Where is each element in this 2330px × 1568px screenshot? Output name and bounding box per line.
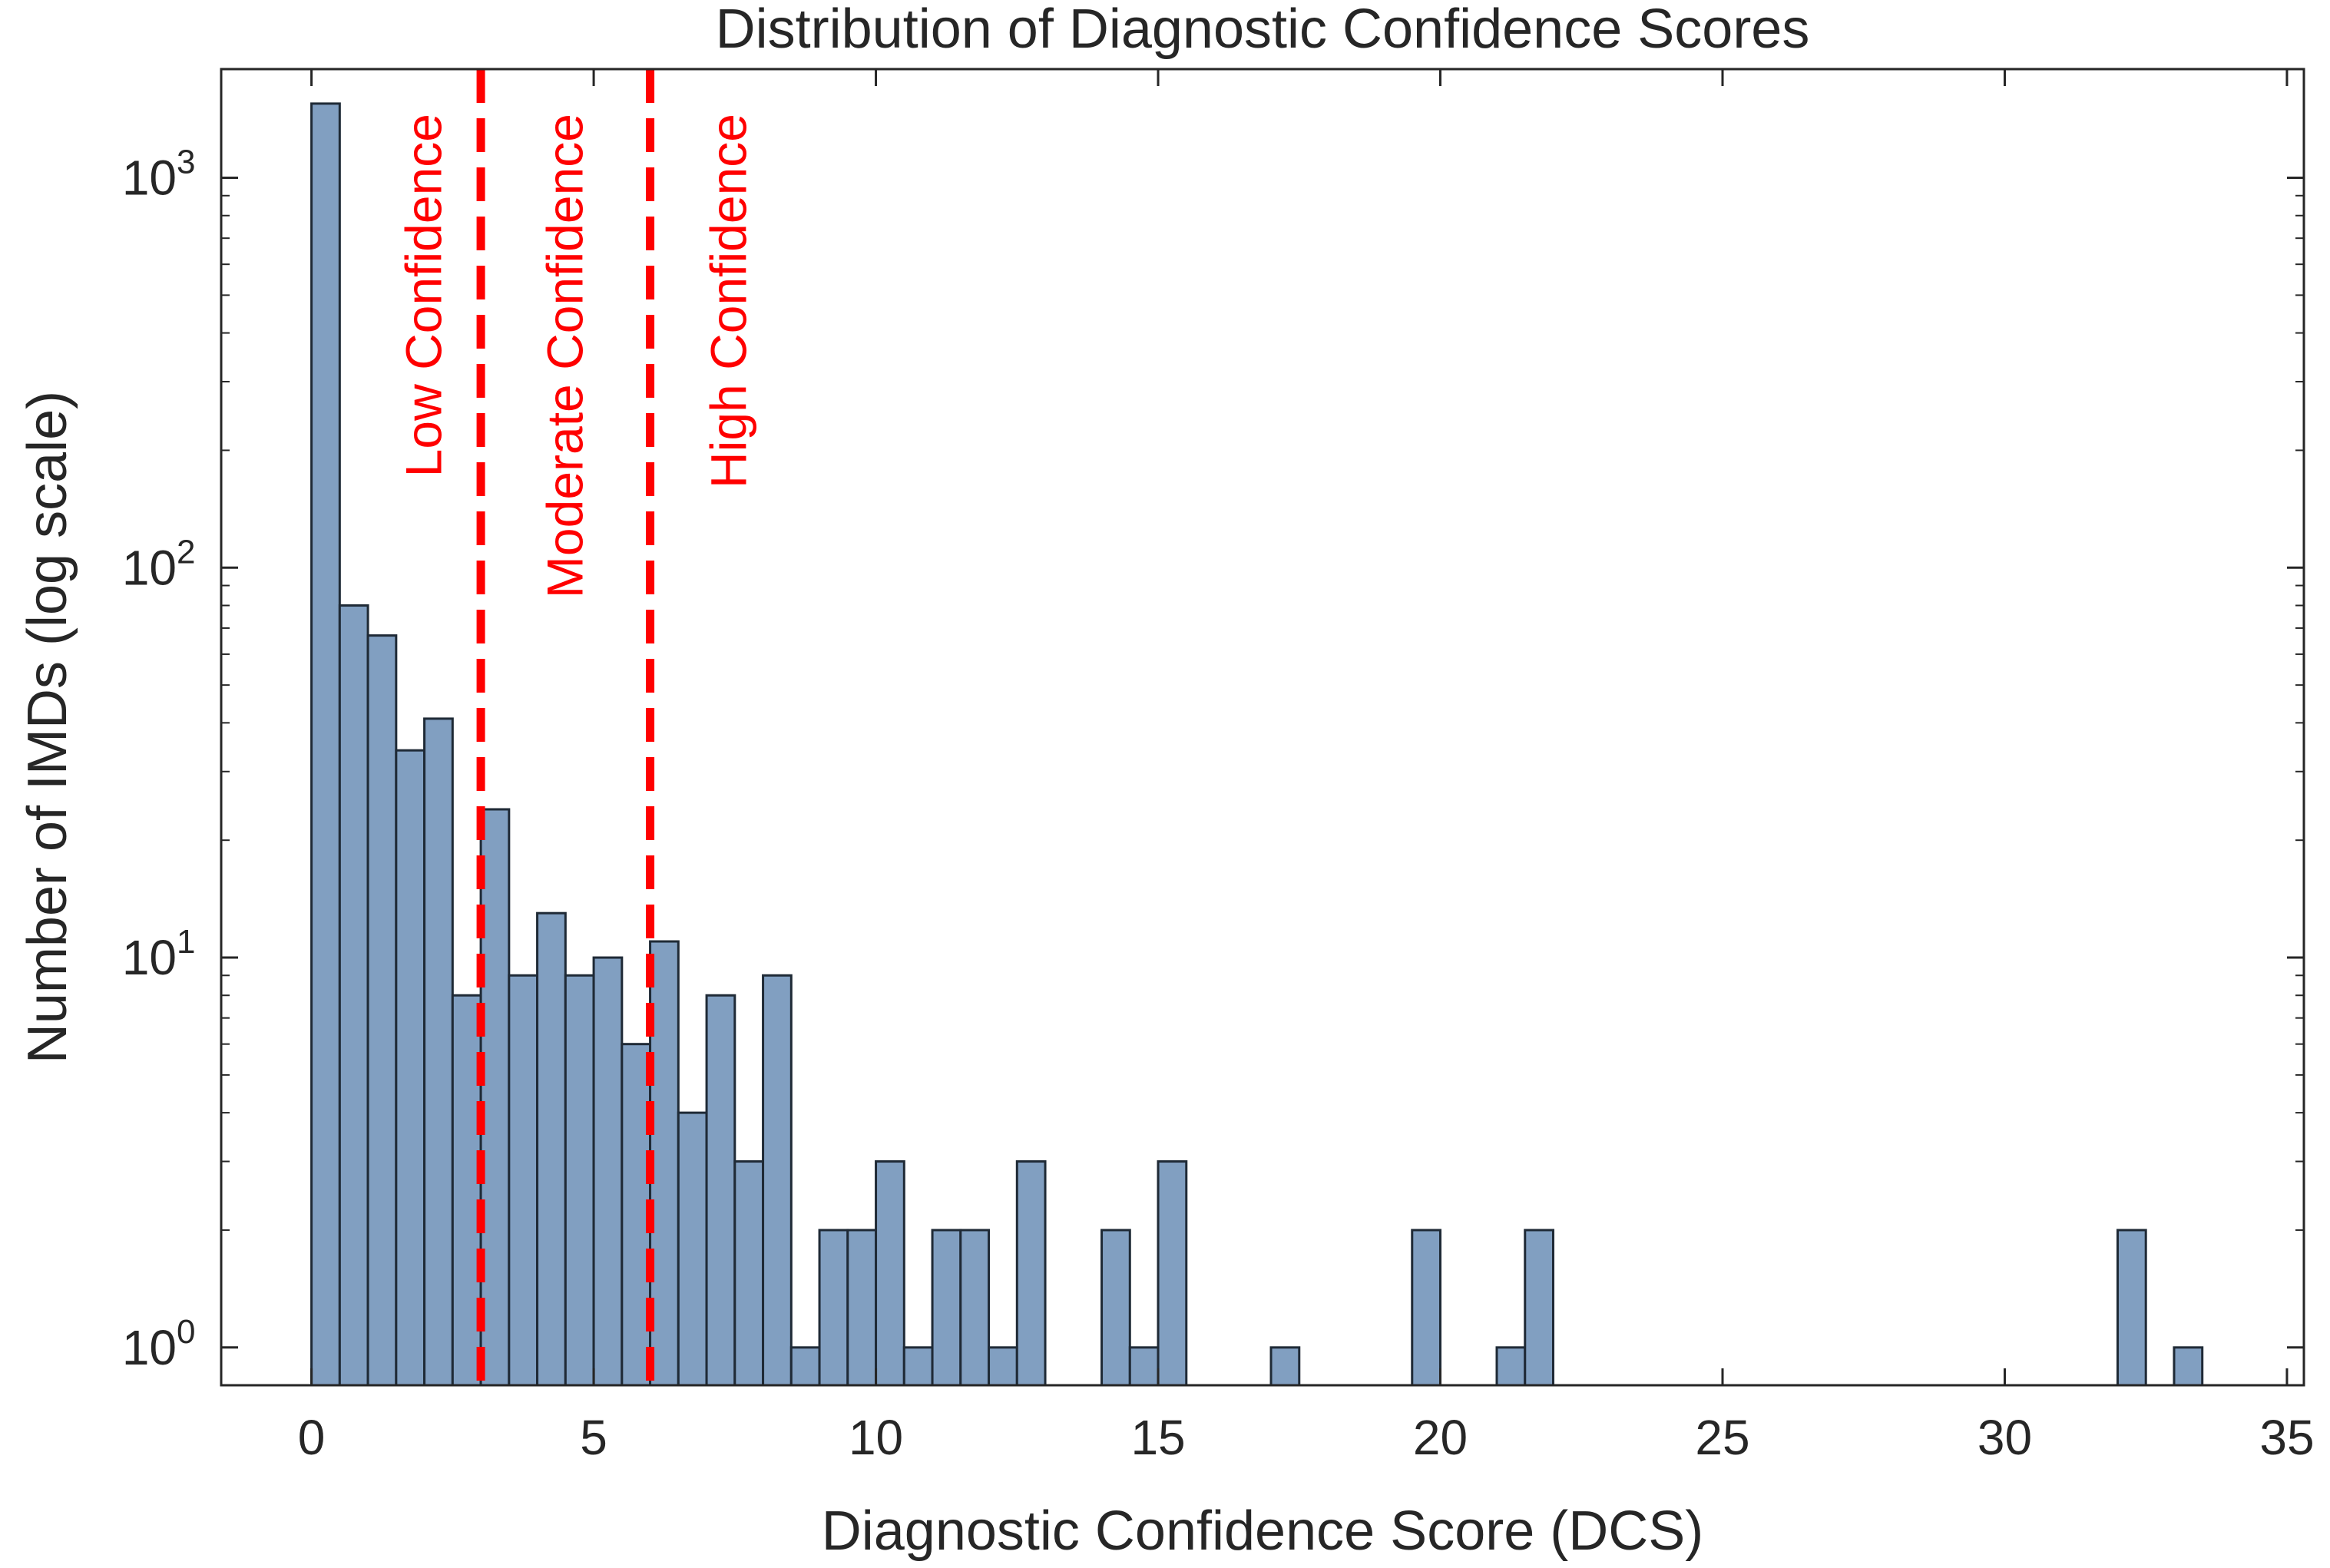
histogram-bar xyxy=(1128,1346,1160,1387)
y-tick-label-exponent: 2 xyxy=(177,533,195,571)
y-tick-label: 10 xyxy=(122,930,177,985)
y-tick-label-exponent: 0 xyxy=(177,1313,195,1351)
histogram-bar xyxy=(451,994,482,1387)
x-tick-label: 0 xyxy=(298,1410,326,1465)
bars-layer xyxy=(310,102,2204,1387)
histogram-bar xyxy=(592,956,624,1387)
histogram-bar xyxy=(508,974,539,1387)
region-label: Moderate Confidence xyxy=(536,114,593,598)
y-tick-label: 10 xyxy=(122,1320,177,1375)
threshold-layer xyxy=(476,69,655,1385)
histogram-bar xyxy=(310,102,341,1387)
histogram-bar xyxy=(423,717,454,1387)
histogram-bar xyxy=(1269,1346,1301,1387)
histogram-bar xyxy=(1411,1229,1442,1387)
histogram-bar xyxy=(1524,1229,1555,1387)
y-axis-title: Number of IMDs (log scale) xyxy=(17,391,78,1064)
x-tick-label: 35 xyxy=(2259,1410,2314,1465)
histogram-bar xyxy=(1100,1229,1131,1387)
y-tick-label-exponent: 1 xyxy=(177,923,195,961)
x-tick-label: 30 xyxy=(1978,1410,2032,1465)
histogram-bar xyxy=(395,749,426,1387)
histogram-bar xyxy=(959,1229,991,1387)
histogram-bar xyxy=(564,974,595,1387)
histogram-bar xyxy=(902,1346,934,1387)
x-tick-label: 20 xyxy=(1413,1410,1468,1465)
ticks-layer xyxy=(221,69,2304,1385)
histogram-bar xyxy=(846,1229,878,1387)
x-tick-label: 5 xyxy=(580,1410,607,1465)
x-tick-labels: 0 5 10 15 20 25 30 35 xyxy=(298,1410,2315,1465)
histogram-bar xyxy=(875,1160,905,1387)
x-axis-title: Diagnostic Confidence Score (DCS) xyxy=(822,1500,1703,1562)
histogram-bar xyxy=(1157,1160,1188,1387)
histogram-bar xyxy=(338,604,369,1387)
histogram-bar xyxy=(649,940,680,1387)
histogram-bar xyxy=(366,634,398,1387)
histogram-bar xyxy=(931,1229,962,1387)
histogram-bar xyxy=(789,1346,821,1387)
histogram-bar xyxy=(2116,1229,2147,1387)
y-tick-label: 10 xyxy=(122,151,177,206)
histogram-bar xyxy=(1495,1346,1527,1387)
x-tick-label: 15 xyxy=(1130,1410,1185,1465)
region-label-layer: Low Confidence Moderate Confidence High Co… xyxy=(396,114,757,598)
region-label: Low Confidence xyxy=(396,114,452,477)
histogram-bar xyxy=(621,1043,652,1387)
plot-frame xyxy=(220,68,2305,1387)
histogram-bar xyxy=(818,1229,849,1387)
y-tick-label: 10 xyxy=(122,540,177,595)
x-tick-label: 25 xyxy=(1695,1410,1749,1465)
histogram-bar xyxy=(705,994,736,1387)
x-tick-label: 10 xyxy=(849,1410,903,1465)
histogram-bar xyxy=(536,911,567,1387)
histogram-bar xyxy=(733,1160,765,1387)
histogram-bar xyxy=(2173,1346,2204,1387)
histogram-bar xyxy=(479,808,511,1387)
histogram-bar xyxy=(762,974,793,1387)
histogram-bar xyxy=(677,1111,708,1387)
region-label: High Confidence xyxy=(700,114,757,488)
chart-title: Distribution of Diagnostic Confidence Sc… xyxy=(716,0,1810,60)
histogram-bar xyxy=(1015,1160,1047,1387)
histogram-bar xyxy=(988,1346,1018,1387)
y-tick-label-exponent: 3 xyxy=(177,144,195,181)
